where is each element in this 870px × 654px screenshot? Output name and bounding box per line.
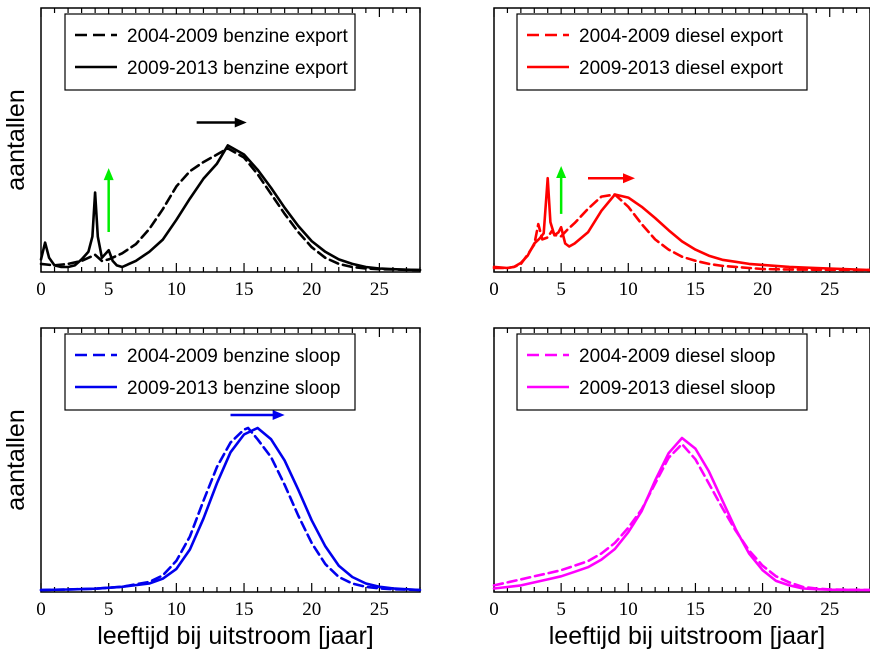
series-line-dashed: [492, 442, 870, 592]
x-tick-label: 10: [619, 279, 638, 300]
y-axis-title: aantallen: [2, 409, 30, 510]
series-line-solid: [39, 144, 422, 272]
legend-label: 2004-2009 diesel export: [579, 26, 784, 47]
x-tick-label: 0: [489, 599, 499, 620]
legend-label: 2009-2013 benzine sloop: [127, 378, 340, 399]
legend-label: 2009-2013 benzine export: [127, 58, 349, 79]
x-tick-label: 5: [104, 279, 114, 300]
series-line-dashed: [39, 426, 422, 592]
series-line-solid: [492, 436, 870, 592]
legend-label: 2009-2013 diesel export: [579, 58, 784, 79]
x-tick-label: 25: [820, 279, 839, 300]
legend-label: 2009-2013 diesel sloop: [579, 378, 776, 399]
x-tick-label: 15: [235, 599, 254, 620]
x-tick-label: 25: [370, 599, 389, 620]
arrow-annotation-up: [103, 168, 114, 232]
x-tick-label: 0: [489, 279, 499, 300]
x-tick-label: 25: [820, 599, 839, 620]
arrow-annotation-right: [196, 117, 247, 128]
panel-benzine-export: 0 5 10 15 20 25 2004-2009 benzine export 2009-2…: [2, 7, 422, 300]
x-tick-label: 10: [619, 599, 638, 620]
x-tick-label: 5: [556, 599, 566, 620]
x-tick-label: 15: [686, 599, 705, 620]
x-tick-label: 0: [36, 599, 46, 620]
y-axis-title: aantallen: [2, 89, 30, 190]
x-tick-label: 5: [556, 279, 566, 300]
legend: 2004-2009 benzine sloop 2009-2013 benzine…: [64, 333, 356, 411]
x-tick-label: 15: [235, 279, 254, 300]
series-line-solid: [492, 176, 870, 272]
legend-box: [64, 333, 356, 411]
x-axis-title: leeftijd bij uitstroom [jaar]: [549, 622, 826, 650]
x-tick-label: 10: [167, 599, 186, 620]
panel-benzine-sloop: 0 5 10 15 20 25 2004-2009 benzine sloop 2009-20…: [2, 327, 422, 650]
legend-box: [516, 13, 808, 91]
legend: 2004-2009 diesel export 2009-2013 diesel …: [516, 13, 808, 91]
series-line-solid: [39, 426, 422, 592]
x-tick-label: 20: [753, 279, 772, 300]
x-tick-label: 25: [370, 279, 389, 300]
legend-box: [64, 13, 356, 91]
arrow-annotation-up: [556, 165, 567, 214]
arrow-annotation-right: [230, 410, 285, 421]
x-tick-label: 20: [753, 599, 772, 620]
legend-label: 2004-2009 diesel sloop: [579, 346, 776, 367]
legend-label: 2004-2009 benzine sloop: [127, 346, 340, 367]
legend-box: [516, 333, 808, 411]
legend: 2004-2009 diesel sloop 2009-2013 diesel s…: [516, 333, 808, 411]
x-axis-title: leeftijd bij uitstroom [jaar]: [97, 622, 374, 650]
series-line-dashed: [492, 193, 870, 272]
x-tick-label: 0: [36, 279, 46, 300]
legend-label: 2004-2009 benzine export: [127, 26, 349, 47]
x-tick-label: 15: [686, 279, 705, 300]
x-tick-label: 20: [302, 279, 321, 300]
panel-diesel-sloop: 0 5 10 15 20 25 2004-2009 diesel sloop 2009-201…: [489, 327, 870, 650]
arrow-annotation-right: [588, 173, 635, 184]
series-line-dashed: [39, 147, 422, 272]
legend: 2004-2009 benzine export 2009-2013 benzin…: [64, 13, 356, 91]
panel-diesel-export: 0 5 10 15 20 25 2004-2009 diesel export 2009-20…: [489, 7, 870, 300]
x-tick-label: 10: [167, 279, 186, 300]
x-tick-label: 20: [302, 599, 321, 620]
x-tick-label: 5: [104, 599, 114, 620]
